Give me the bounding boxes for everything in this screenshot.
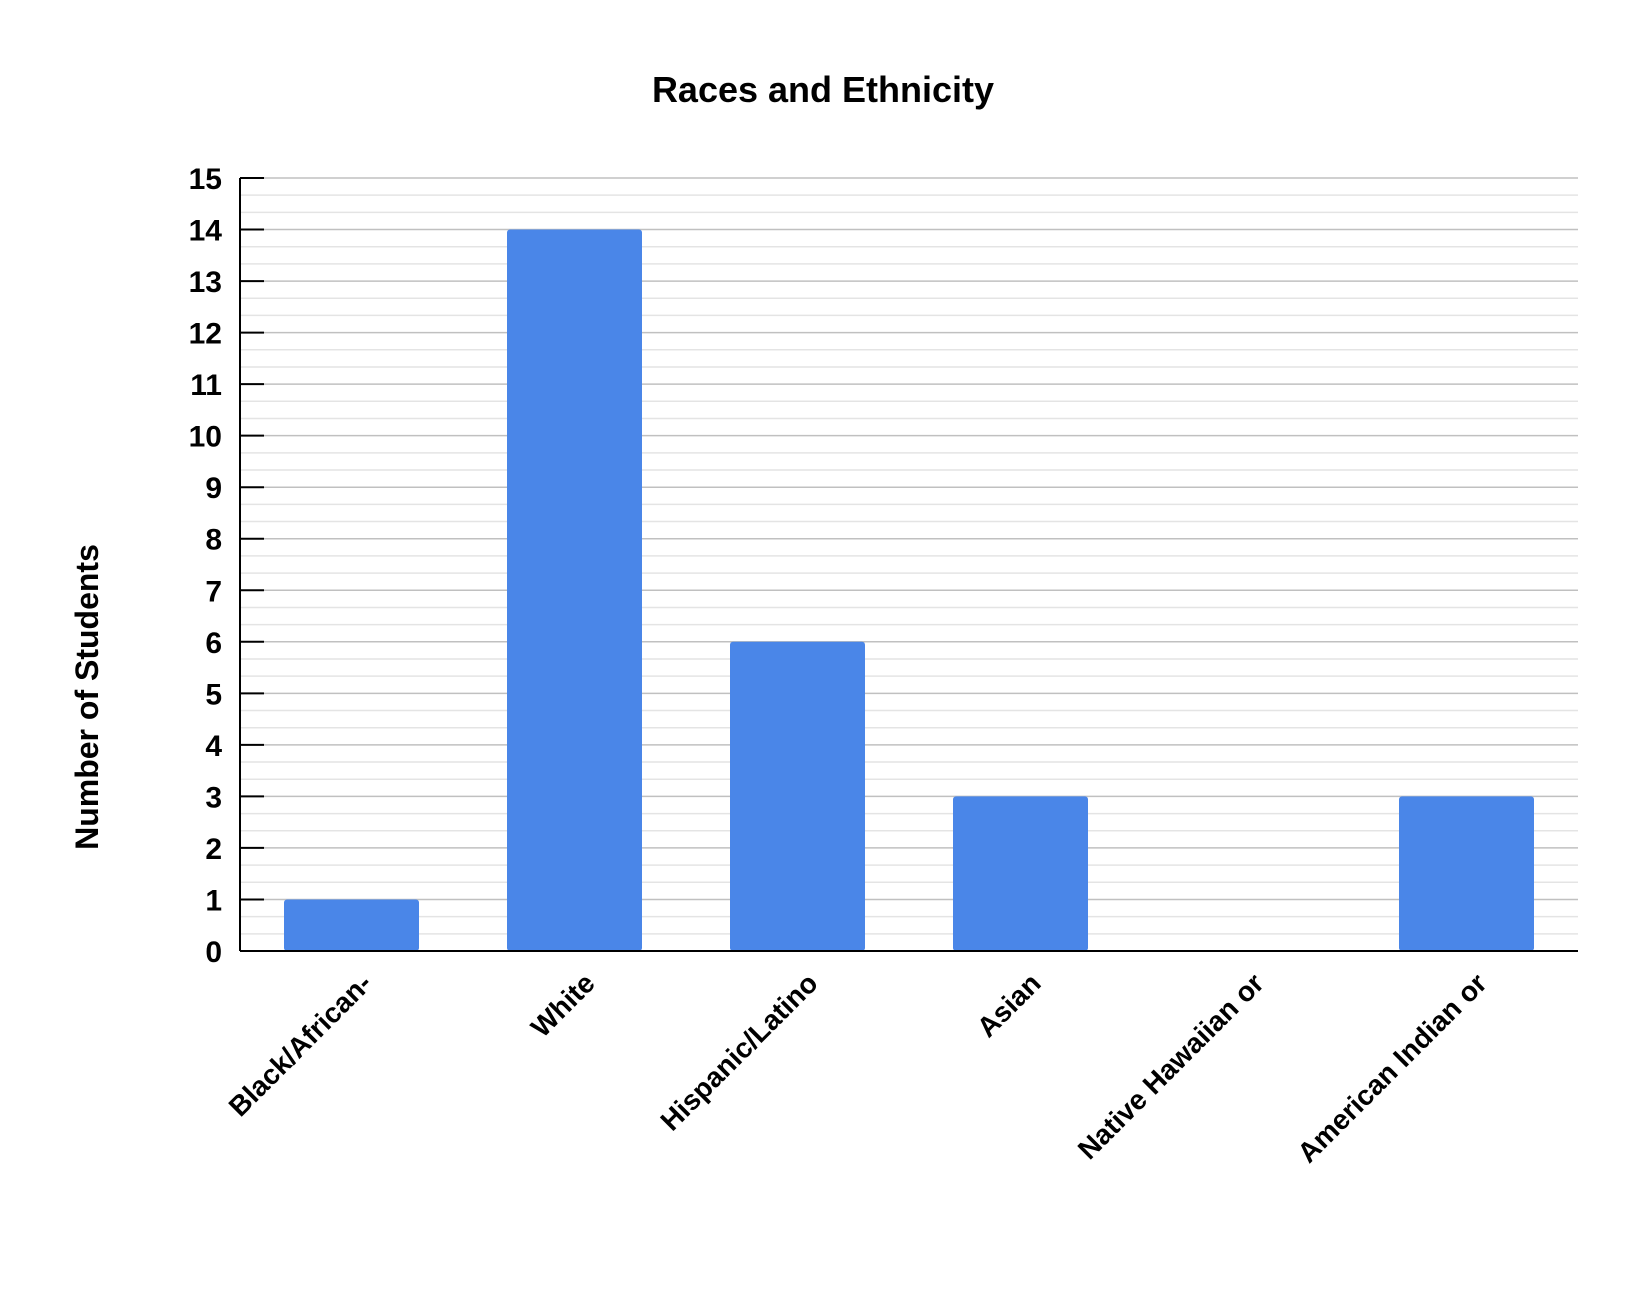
y-tick-label: 8 (205, 524, 222, 557)
y-tick-label: 15 (189, 163, 222, 196)
bar (1399, 796, 1534, 951)
bar (284, 899, 419, 951)
y-tick-label: 11 (190, 369, 222, 402)
bar (507, 229, 642, 952)
gridlines (240, 177, 1578, 935)
y-tick-label: 2 (205, 833, 222, 866)
y-tick-label: 4 (205, 730, 222, 763)
y-tick-label: 7 (205, 575, 222, 608)
y-tick-label: 14 (189, 215, 223, 248)
y-tick-label: 0 (205, 936, 222, 969)
axes (239, 177, 1578, 952)
y-tick-label: 3 (205, 781, 222, 814)
y-tick-label: 1 (205, 884, 222, 917)
chart-title: Races and Ethnicity (652, 69, 994, 110)
y-tick-label: 13 (189, 266, 222, 299)
bar (730, 641, 865, 951)
y-tick-label: 10 (189, 421, 222, 454)
y-axis-label: Number of Students (69, 544, 105, 850)
y-tick-label: 6 (205, 627, 222, 660)
bar (953, 796, 1088, 951)
y-tick-label: 9 (205, 472, 222, 505)
y-tick-label: 12 (189, 318, 222, 351)
y-tick-label: 5 (205, 678, 222, 711)
bars (284, 229, 1534, 952)
